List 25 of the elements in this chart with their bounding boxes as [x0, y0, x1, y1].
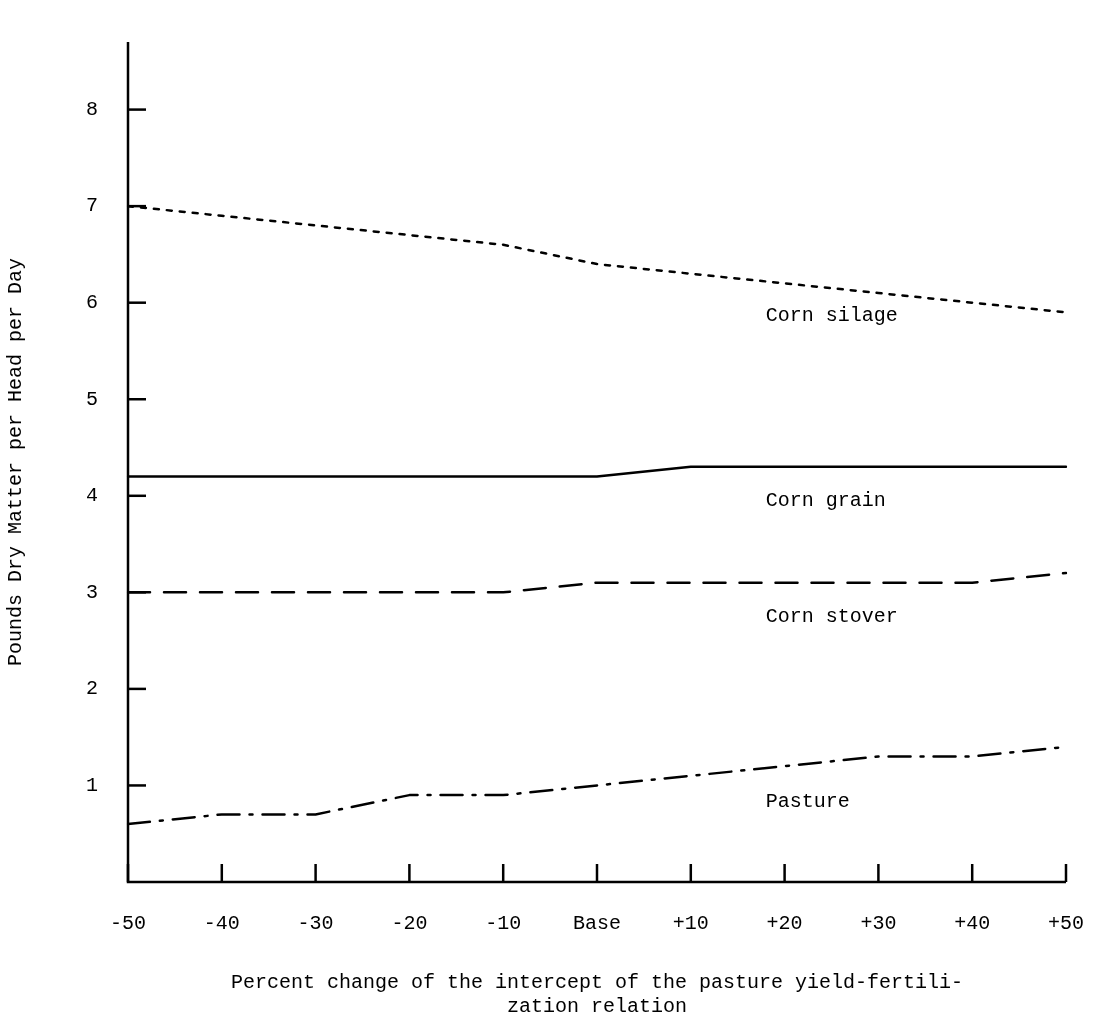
x-tick-label: -20: [391, 912, 428, 936]
x-tick-label: +30: [860, 912, 897, 936]
y-axis-title: Pounds Dry Matter per Head per Day: [4, 257, 28, 667]
y-tick-label: 4: [85, 484, 98, 508]
x-tick-label: Base: [572, 912, 622, 936]
y-tick-label: 7: [85, 194, 98, 218]
y-tick-label: 1: [85, 773, 98, 797]
series-label: Corn stover: [765, 604, 898, 628]
series-label: Corn silage: [765, 303, 898, 327]
series-label: Corn grain: [765, 489, 886, 513]
y-tick-label: 3: [85, 580, 98, 604]
x-tick-label: +10: [672, 912, 709, 936]
x-tick-label: -10: [485, 912, 522, 936]
y-tick-label: 8: [85, 97, 98, 121]
y-tick-label: 6: [85, 290, 98, 314]
x-tick-label: -40: [203, 912, 240, 936]
series-label: Pasture: [765, 790, 850, 814]
x-axis-title: Percent change of the intercept of the pasture yield-fertili- zation relation: [230, 971, 964, 1019]
y-tick-label: 2: [85, 677, 98, 701]
x-tick-label: +20: [766, 912, 803, 936]
x-tick-label: +40: [954, 912, 991, 936]
x-tick-label: -50: [109, 912, 147, 936]
x-tick-label: -30: [297, 912, 334, 936]
x-tick-label: +50: [1047, 912, 1084, 936]
y-tick-label: 5: [85, 387, 98, 411]
